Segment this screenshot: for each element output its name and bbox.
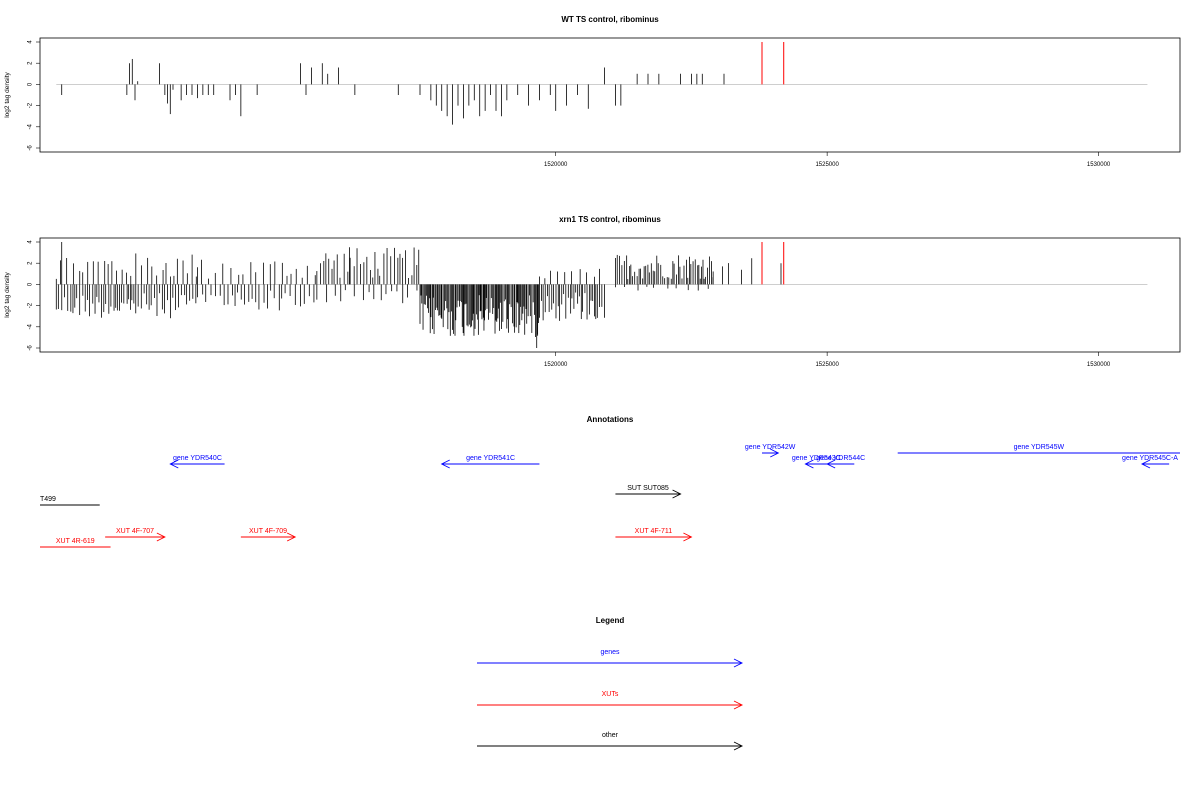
feature-label: T499 (40, 496, 56, 503)
arrow-head (733, 741, 744, 751)
arrow-head (156, 532, 166, 542)
y-tick-label: 2 (28, 261, 34, 265)
y-tick-label: -2 (28, 102, 34, 108)
feature-label: gene YDR542W (745, 444, 796, 451)
arrow-head (804, 459, 814, 469)
arrow-head (169, 459, 179, 469)
y-tick-label: 4 (28, 240, 34, 244)
feature-label: XUT 4F-709 (249, 528, 287, 535)
panel-title: WT TS control, ribominus (561, 15, 659, 24)
y-tick-label: -4 (28, 323, 34, 329)
arrow-head (733, 658, 744, 668)
feature-label: XUT 4F-711 (635, 528, 673, 535)
feature-label: XUT 4F-707 (116, 528, 154, 535)
feature-label: SUT SUT085 (627, 485, 669, 492)
legend-label: XUTs (602, 691, 619, 698)
arrow-head (286, 532, 297, 542)
feature-label: gene YDR545C-A (1122, 455, 1178, 462)
panel-title: xrn1 TS control, ribominus (559, 215, 661, 224)
arrow-head (1140, 459, 1151, 469)
feature-label: gene YDR543C (792, 455, 841, 462)
feature-label: gene YDR545W (1014, 444, 1065, 451)
x-tick-label: 1530000 (1087, 162, 1111, 168)
annotations-title: Annotations (587, 415, 634, 424)
feature-label: gene YDR541C (466, 455, 515, 462)
x-tick-label: 1525000 (815, 362, 839, 368)
arrow-head (733, 700, 744, 710)
feature-label: gene YDR540C (173, 455, 222, 462)
y-tick-label: -6 (28, 145, 34, 151)
feature-label: gene YDR544C (816, 455, 865, 462)
plot-frame (39, 237, 1181, 353)
y-tick-label: 2 (28, 61, 34, 65)
x-tick-label: 1520000 (544, 362, 568, 368)
y-tick-label: -2 (28, 302, 34, 308)
y-tick-label: 0 (28, 82, 34, 86)
plot-frame (39, 37, 1181, 153)
legend-label: genes (600, 649, 620, 656)
y-tick-label: -6 (28, 345, 34, 351)
legend-title: Legend (596, 616, 625, 625)
feature-label: XUT 4R-619 (56, 538, 95, 545)
x-tick-label: 1520000 (544, 162, 568, 168)
y-tick-label: 4 (28, 40, 34, 44)
y-axis-label: log2 tag density (4, 271, 11, 317)
y-tick-label: -4 (28, 123, 34, 129)
y-tick-label: 0 (28, 282, 34, 286)
arrow-head (826, 459, 836, 469)
x-tick-label: 1525000 (815, 162, 839, 168)
arrow-head (672, 489, 682, 499)
arrow-head (683, 532, 693, 542)
arrow-head (440, 459, 450, 469)
x-tick-label: 1530000 (1087, 362, 1111, 368)
legend-label: other (602, 732, 619, 739)
arrow-head (770, 448, 780, 458)
y-axis-label: log2 tag density (4, 71, 11, 117)
